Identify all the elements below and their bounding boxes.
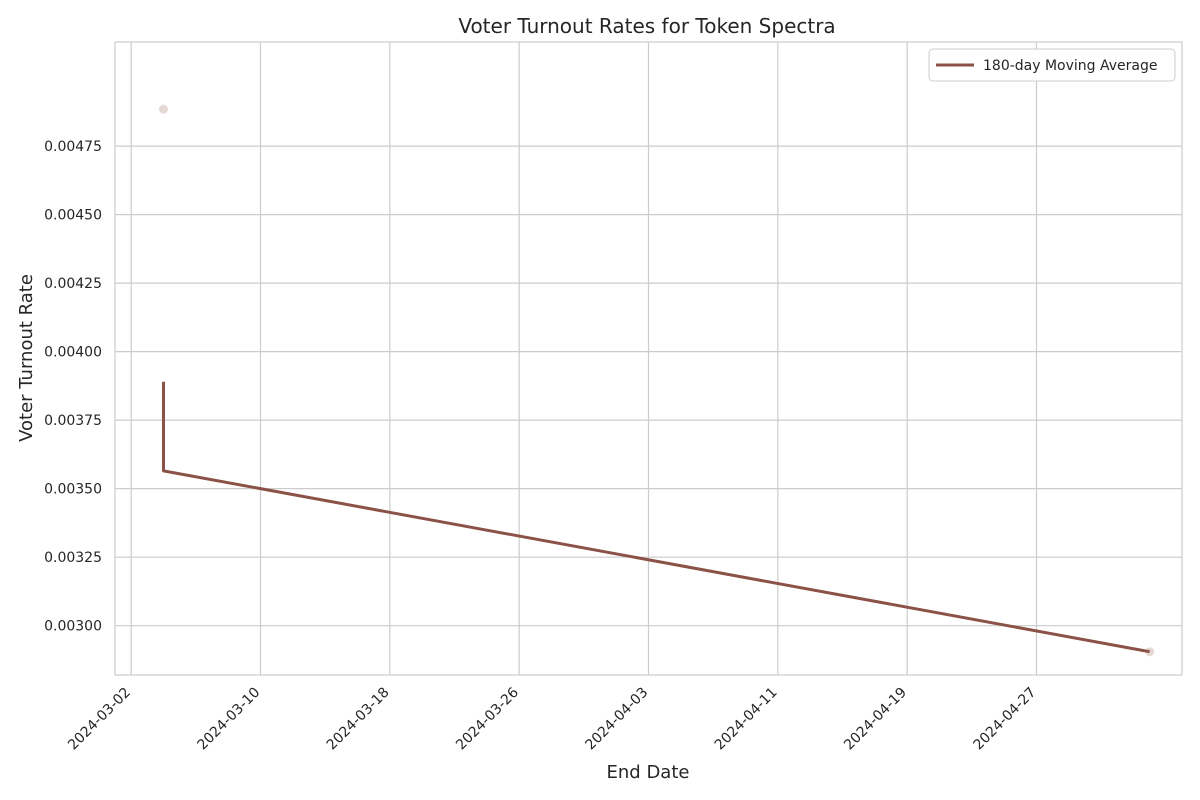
x-tick-label: 2024-03-26: [453, 684, 522, 753]
y-tick-label: 0.00400: [44, 345, 102, 361]
y-tick-label: 0.00475: [44, 139, 102, 155]
scatter-point: [159, 104, 168, 114]
y-tick-label: 0.00350: [44, 482, 102, 498]
x-tick-label: 2024-04-11: [712, 685, 781, 754]
y-axis-title: Voter Turnout Rate: [16, 274, 37, 442]
x-tick-label: 2024-04-03: [582, 685, 651, 754]
grid-lines: [115, 42, 1182, 675]
y-tick-label: 0.00425: [44, 276, 102, 292]
data-marks: [159, 104, 1155, 657]
legend: 180-day Moving Average: [928, 48, 1176, 82]
x-tick-label: 2024-04-19: [841, 685, 910, 754]
y-tick-label: 0.00375: [44, 413, 102, 429]
x-tick-labels: 2024-03-02 2024-03-10 2024-03-18 2024-03-26…: [65, 684, 1039, 753]
y-tick-label: 0.00300: [44, 619, 102, 635]
x-tick-label: 2024-03-02: [65, 685, 134, 754]
legend-label: 180-day Moving Average: [983, 58, 1158, 74]
x-tick-label: 2024-04-27: [970, 685, 1039, 754]
x-tick-label: 2024-03-18: [324, 685, 393, 754]
moving-average-line: [162, 381, 1150, 654]
y-tick-label: 0.00450: [44, 208, 102, 224]
x-axis-title: End Date: [607, 762, 690, 783]
chart-title: Voter Turnout Rates for Token Spectra: [458, 14, 835, 38]
x-tick-label: 2024-03-10: [194, 685, 263, 754]
y-tick-labels: 0.00300 0.00325 0.00350 0.00375 0.00400 0.004…: [44, 139, 102, 635]
y-tick-label: 0.00325: [44, 550, 102, 566]
legend-box: [928, 48, 1176, 82]
